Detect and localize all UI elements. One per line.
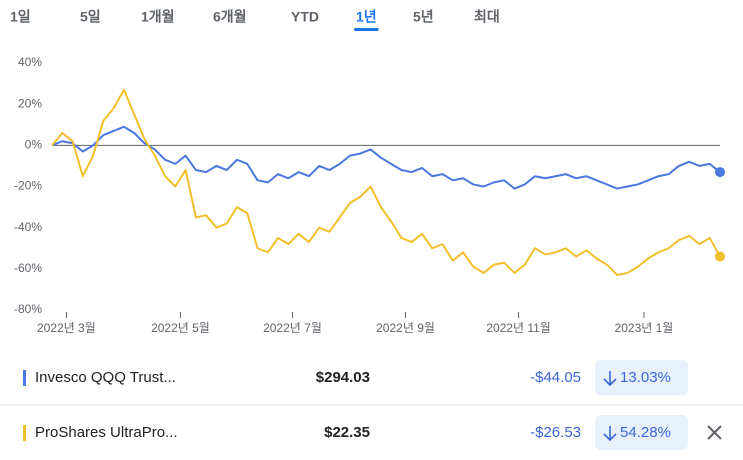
tab[interactable]: 1개월 [141,9,175,25]
change: -$26.53 [530,424,581,441]
compare-row: ProShares UltraPro... $22.35 -$26.53 54.28% [23,415,688,450]
end-point [715,251,725,262]
x-tick-label: 2022년 3월 [37,321,96,335]
change-pct: 13.03% [620,369,671,386]
close-icon [707,425,722,440]
down-arrow [603,371,617,387]
change-pct: 54.28% [620,424,671,441]
change-badge [595,360,688,395]
compare-row: Invesco QQQ Trust... $294.03 -$44.05 13.03% [23,360,688,395]
y-tick-label: 0% [25,138,43,152]
x-tick-label: 2022년 9월 [376,321,435,335]
y-tick-label: -60% [14,261,42,275]
active-tab-underline [354,28,379,31]
x-tick-label: 2023년 1월 [615,321,674,335]
x-tick-label: 2022년 7월 [263,321,322,335]
series-line [51,88,721,277]
price: $22.35 [324,424,370,441]
tab[interactable]: 1년 [356,9,377,25]
y-tick-label: -80% [14,302,42,316]
x-tick-label: 2022년 11월 [486,321,551,335]
price: $294.03 [316,369,370,386]
tab[interactable]: 5일 [80,9,101,25]
change-badge [595,415,688,450]
change: -$44.05 [530,369,581,386]
series-name: Invesco QQQ Trust... [35,369,176,386]
tab[interactable]: 1일 [10,9,31,25]
end-point [715,167,725,178]
close-button[interactable] [707,425,722,440]
y-tick-label: 20% [18,96,42,110]
tab[interactable]: YTD [291,9,319,25]
series-swatch [23,370,26,386]
series-line [51,125,721,190]
y-tick-label: 40% [18,55,42,69]
y-tick-label: -40% [14,220,42,234]
down-arrow [603,426,617,442]
y-tick-label: -20% [14,179,42,193]
tab[interactable]: 최대 [474,9,500,25]
series-name: ProShares UltraPro... [35,424,178,441]
series-swatch [23,425,26,441]
tab[interactable]: 6개월 [213,9,247,25]
x-tick-label: 2022년 5월 [151,321,210,335]
tab[interactable]: 5년 [413,9,434,25]
